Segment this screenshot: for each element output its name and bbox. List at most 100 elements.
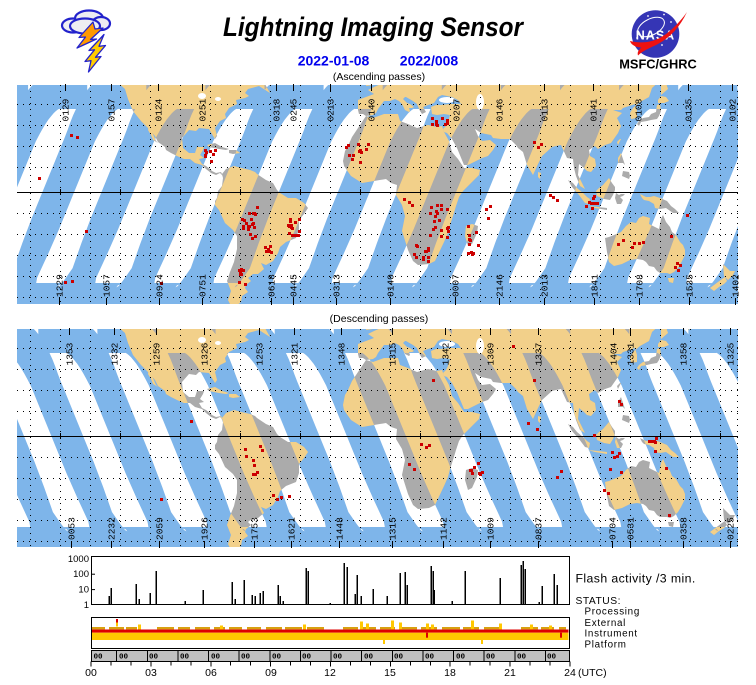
svg-text:0313: 0313 [332,274,343,297]
svg-text:100: 100 [73,569,89,580]
svg-text:1325: 1325 [726,342,737,365]
svg-text:00: 00 [180,654,190,662]
svg-text:0251: 0251 [198,98,209,121]
svg-text:00: 00 [394,654,404,662]
svg-text:2022-01-08: 2022-01-08 [298,53,370,69]
svg-text:00: 00 [333,654,343,662]
svg-text:0146: 0146 [495,98,506,121]
svg-text:MSFC/GHRC: MSFC/GHRC [619,57,697,72]
svg-text:External: External [585,618,627,629]
svg-text:1057: 1057 [102,274,113,297]
svg-text:1708: 1708 [635,274,646,297]
svg-text:21: 21 [504,667,516,679]
svg-text:0102: 0102 [728,98,739,121]
svg-text:00: 00 [547,654,557,662]
svg-text:1142: 1142 [439,517,450,540]
svg-text:2232: 2232 [107,517,118,540]
svg-text:00: 00 [241,654,251,662]
svg-text:1253: 1253 [255,342,266,365]
svg-text:STATUS:: STATUS: [576,596,621,607]
svg-text:1448: 1448 [335,517,346,540]
svg-text:0358: 0358 [679,517,690,540]
svg-text:0135: 0135 [684,98,695,121]
svg-text:(Ascending passes): (Ascending passes) [333,71,425,83]
svg-text:00: 00 [272,654,282,662]
svg-text:1259: 1259 [152,342,163,365]
svg-text:00: 00 [456,654,466,662]
svg-text:0108: 0108 [634,98,645,121]
svg-text:1753: 1753 [250,517,261,540]
svg-text:0225: 0225 [726,517,737,540]
svg-text:1402: 1402 [731,274,742,297]
svg-text:0207: 0207 [452,99,463,122]
svg-text:10: 10 [78,585,89,596]
svg-text:Platform: Platform [585,640,627,651]
svg-text:1: 1 [84,600,89,611]
svg-text:15: 15 [384,667,396,679]
svg-text:0751: 0751 [198,274,209,297]
svg-text:0007: 0007 [451,274,462,297]
svg-text:24: 24 [564,667,576,679]
svg-text:1315: 1315 [388,342,399,365]
svg-text:0213: 0213 [326,98,337,121]
svg-text:0445: 0445 [289,274,300,297]
svg-text:2146: 2146 [495,274,506,297]
svg-text:0129: 0129 [61,98,72,121]
svg-text:1009: 1009 [486,517,497,540]
svg-text:00: 00 [425,654,435,662]
svg-text:0140: 0140 [386,274,397,297]
svg-text:2022/008: 2022/008 [400,53,459,69]
svg-text:0113: 0113 [540,98,551,121]
svg-text:00: 00 [94,654,104,662]
svg-text:06: 06 [205,667,217,679]
svg-text:1321: 1321 [290,342,301,365]
svg-text:1353: 1353 [65,342,76,365]
svg-text:2013: 2013 [540,274,551,297]
svg-text:09: 09 [265,667,277,679]
svg-text:00: 00 [364,654,374,662]
svg-text:1331: 1331 [626,342,637,365]
svg-text:0924: 0924 [155,274,166,297]
svg-text:1337: 1337 [534,343,545,366]
svg-text:1309: 1309 [486,342,497,365]
svg-text:1841: 1841 [590,274,601,297]
svg-text:00: 00 [517,654,527,662]
svg-text:0140: 0140 [367,98,378,121]
svg-text:Lightning Imaging Sensor: Lightning Imaging Sensor [223,12,524,42]
svg-text:00: 00 [486,654,496,662]
svg-text:00: 00 [85,667,97,679]
svg-text:0141: 0141 [589,98,600,121]
svg-text:(Descending passes): (Descending passes) [330,313,429,325]
svg-text:0704: 0704 [608,517,619,540]
svg-text:00: 00 [211,654,221,662]
svg-text:Flash activity /3 min.: Flash activity /3 min. [576,572,696,586]
svg-text:1326: 1326 [200,342,211,365]
svg-text:1000: 1000 [68,554,89,565]
svg-text:18: 18 [444,667,456,679]
svg-text:0837: 0837 [534,517,545,540]
svg-text:1621: 1621 [287,517,298,540]
svg-text:1229: 1229 [55,274,66,297]
svg-text:00: 00 [302,654,312,662]
svg-text:0318: 0318 [272,98,283,121]
svg-text:12: 12 [324,667,336,679]
svg-text:2059: 2059 [155,517,166,540]
svg-text:1535: 1535 [685,274,696,297]
svg-text:0157: 0157 [107,99,118,122]
svg-text:1342: 1342 [441,342,452,365]
svg-text:1358: 1358 [679,342,690,365]
svg-text:Processing: Processing [585,606,640,617]
svg-text:Instrument: Instrument [585,629,638,640]
svg-text:1926: 1926 [200,517,211,540]
svg-text:0124: 0124 [154,98,165,121]
svg-text:0618: 0618 [267,274,278,297]
svg-text:0245: 0245 [289,98,300,121]
svg-text:0531: 0531 [626,517,637,540]
svg-text:1404: 1404 [609,342,620,365]
svg-text:03: 03 [145,667,157,679]
svg-text:1332: 1332 [110,342,121,365]
svg-text:00: 00 [119,654,129,662]
svg-text:00: 00 [149,654,159,662]
svg-text:(UTC): (UTC) [578,667,607,679]
svg-text:1348: 1348 [337,342,348,365]
